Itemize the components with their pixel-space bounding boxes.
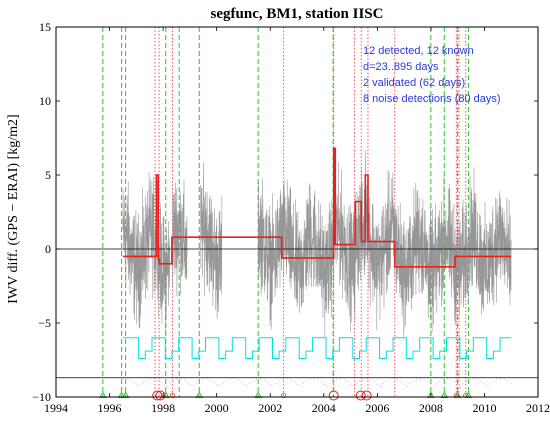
- chart-title: segfunc, BM1, station IISC: [211, 6, 384, 22]
- noise-detection-marker-3: [463, 392, 469, 399]
- raw-series-segment-2: [200, 162, 223, 320]
- raw-series: [122, 149, 512, 338]
- raw-series-segment-3: [257, 149, 512, 338]
- detected-break-lines: [154, 27, 467, 397]
- x-tick-label-9: 2012: [526, 401, 550, 415]
- annotation-detected-known: 12 detected, 12 known: [363, 45, 474, 57]
- noise-indicator-series: [122, 337, 512, 359]
- x-tick-label-4: 2002: [258, 401, 282, 415]
- y-axis-label: IWV diff. (GPS − ERAI) [kg/m2]: [6, 114, 21, 303]
- known-break-marker-2: [121, 391, 130, 399]
- y-tick-label-2: 0: [45, 242, 51, 256]
- noise-detection-marker-0: [169, 392, 176, 399]
- raw-series-segment-1: [172, 179, 188, 297]
- y-tick-label-5: 15: [39, 20, 51, 34]
- y-tick-label-4: 10: [39, 94, 51, 108]
- plot-frame: [55, 26, 539, 398]
- x-tick-label-6: 2006: [365, 401, 389, 415]
- known-break-marker-3: [161, 391, 170, 399]
- noise-detection-marker-2: [453, 392, 460, 399]
- x-tick-label-3: 2000: [205, 401, 229, 415]
- validated-break-marker-4: [361, 390, 372, 401]
- x-tick-label-1: 1996: [98, 401, 122, 415]
- raw-series-segment-0: [122, 171, 170, 333]
- annotation-validated: 2 validated (62 days): [363, 77, 465, 89]
- validated-break-marker-0: [152, 390, 163, 401]
- x-tick-label-7: 2008: [419, 401, 443, 415]
- x-tick-label-8: 2010: [472, 401, 496, 415]
- reference-lines: [56, 248, 538, 379]
- validated-break-marker-1: [155, 390, 166, 401]
- known-break-marker-5: [254, 391, 263, 399]
- known-break-marker-6: [427, 391, 435, 399]
- known-break-marker-4: [195, 391, 204, 399]
- known-break-marker-0: [98, 391, 107, 399]
- break-markers: [98, 390, 473, 401]
- annotation-block: 12 detected, 12 known d=23..895 days 2 v…: [363, 45, 501, 105]
- plot-area: [56, 27, 538, 401]
- annotation-duration: d=23..895 days: [363, 61, 439, 73]
- seasonal-dotted-series: [122, 378, 512, 388]
- annotation-noise-detections: 8 noise detections (80 days): [363, 93, 501, 105]
- y-axis: −10 −5 0 5 10 15: [32, 20, 538, 404]
- y-tick-label-3: 5: [45, 168, 51, 182]
- y-tick-label-1: −5: [38, 316, 51, 330]
- x-tick-label-5: 2004: [312, 401, 336, 415]
- x-tick-label-0: 1994: [44, 401, 68, 415]
- seasonal-dotted-line: [122, 378, 512, 388]
- segmented-mean-series: [122, 147, 512, 268]
- segmented-mean-line: [122, 147, 512, 268]
- noise-indicator-line: [122, 337, 512, 359]
- known-break-marker-1: [117, 391, 126, 399]
- x-tick-label-2: 1998: [151, 401, 175, 415]
- validated-break-marker-2: [328, 390, 339, 401]
- validated-break-marker-3: [355, 390, 366, 401]
- known-break-marker-7: [440, 391, 449, 399]
- y-tick-label-0: −10: [32, 390, 51, 404]
- noise-detection-marker-1: [280, 392, 287, 399]
- x-axis: 1994 1996 1998 2000 2002 2004 2006 2008 2010 2012: [44, 27, 550, 415]
- known-break-marker-9: [464, 391, 473, 399]
